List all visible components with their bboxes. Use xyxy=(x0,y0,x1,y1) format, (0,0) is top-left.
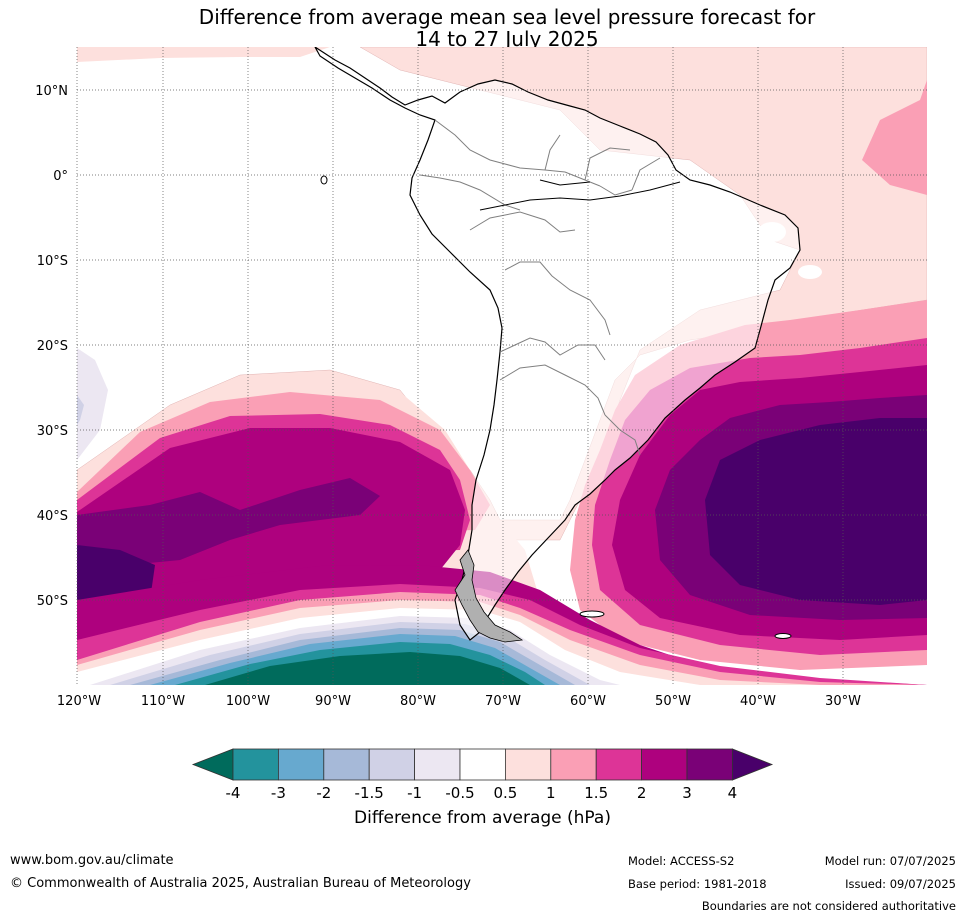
graticule xyxy=(76,47,927,685)
colorbar-tick-label: 0.5 xyxy=(493,784,517,802)
colorbar-box xyxy=(277,748,325,781)
colorbar-box xyxy=(368,748,416,781)
lat-label: 30°S xyxy=(37,424,68,439)
footer-model-run: Model run: 07/07/2025 xyxy=(824,854,956,868)
lon-label: 100°W xyxy=(226,694,270,709)
colorbar-tick-label: -3 xyxy=(271,784,286,802)
lon-label: 80°W xyxy=(400,694,436,709)
lon-label: 120°W xyxy=(57,694,101,709)
colorbar-tick-label: 2 xyxy=(637,784,647,802)
colorbar-box xyxy=(323,748,370,781)
lon-label: 40°W xyxy=(740,694,776,709)
colorbar-box xyxy=(459,748,506,781)
colorbar-box xyxy=(232,748,279,781)
anomaly-fields xyxy=(77,47,927,685)
footer-base-period: Base period: 1981-2018 xyxy=(628,877,767,891)
lon-label: 50°W xyxy=(655,694,691,709)
south-america-landmass xyxy=(314,47,801,641)
colorbar-box xyxy=(414,748,461,781)
colorbar-extend-high xyxy=(732,748,774,781)
map-title-line1: Difference from average mean sea level p… xyxy=(198,5,816,29)
colorbar-tick-label: 1.5 xyxy=(584,784,608,802)
longitude-labels: 120°W 110°W 100°W 90°W 80°W 70°W 60°W 50… xyxy=(57,694,861,709)
lon-label: 90°W xyxy=(315,694,351,709)
lat-label: 10°S xyxy=(37,254,68,269)
colorbar-tick-label: 1 xyxy=(546,784,556,802)
colorbar-box xyxy=(595,748,643,781)
colorbar-box xyxy=(550,748,597,781)
colorbar-tick-label: -0.5 xyxy=(445,784,474,802)
colorbar-box xyxy=(641,748,688,781)
footer-website: www.bom.gov.au/climate xyxy=(10,853,174,868)
rivers xyxy=(479,179,681,211)
lat-label: 0° xyxy=(53,169,68,184)
colorbar-label: Difference from average (hPa) xyxy=(354,808,611,828)
colorbar-tick-label: -2 xyxy=(316,784,331,802)
lon-label: 30°W xyxy=(825,694,861,709)
footer-issued: Issued: 09/07/2025 xyxy=(845,877,956,891)
colorbar-tick-label: -4 xyxy=(226,784,241,802)
lat-label: 40°S xyxy=(37,509,68,524)
colorbar-tick-label: -1 xyxy=(407,784,422,802)
map-title-line2: 14 to 27 July 2025 xyxy=(415,27,599,51)
colorbar-tick-label: -1.5 xyxy=(355,784,384,802)
footer-disclaimer: Boundaries are not considered authoritat… xyxy=(701,899,956,913)
colorbar: -4 -3 -2 -1.5 -1 -0.5 0.5 1 1.5 2 3 4 xyxy=(191,748,774,802)
lon-label: 70°W xyxy=(485,694,521,709)
latitude-labels: 10°N 0° 10°S 20°S 30°S 40°S 50°S xyxy=(35,84,68,609)
colorbar-box xyxy=(504,748,552,781)
lat-label: 20°S xyxy=(37,339,68,354)
colorbar-tick-label: 3 xyxy=(682,784,692,802)
lon-label: 110°W xyxy=(141,694,185,709)
colorbar-tick-label: 4 xyxy=(728,784,738,802)
footer-model: Model: ACCESS-S2 xyxy=(628,854,735,868)
footer-copyright: © Commonwealth of Australia 2025, Austra… xyxy=(10,876,471,891)
colorbar-extend-low xyxy=(191,748,234,781)
lat-label: 10°N xyxy=(35,84,68,99)
lon-label: 60°W xyxy=(570,694,606,709)
lat-label: 50°S xyxy=(37,594,68,609)
country-borders xyxy=(419,119,661,456)
colorbar-box xyxy=(686,748,733,781)
